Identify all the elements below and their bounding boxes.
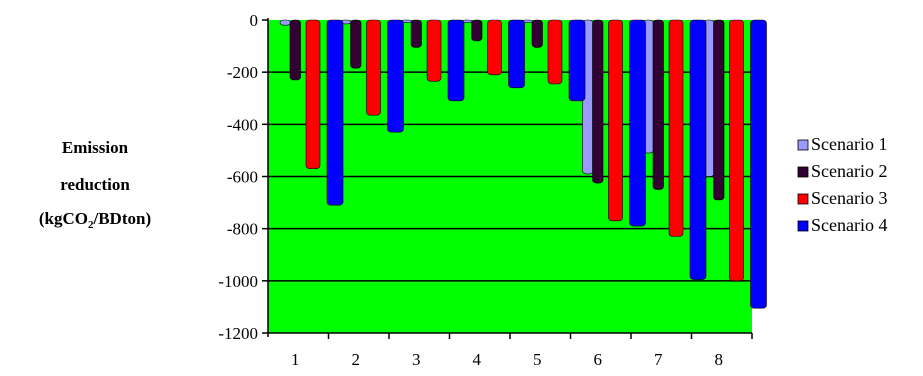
- y-tick-label: -200: [227, 63, 258, 82]
- bar: [629, 19, 646, 227]
- bar: [289, 19, 301, 81]
- bar: [608, 19, 623, 222]
- legend-swatch: [797, 166, 809, 178]
- bar: [426, 19, 442, 82]
- bar: [350, 19, 362, 69]
- bar: [592, 19, 604, 184]
- bar: [387, 19, 404, 133]
- bar: [750, 19, 767, 309]
- legend-label: Scenario 4: [811, 215, 887, 235]
- legend-label: Scenario 1: [811, 134, 887, 154]
- legend-swatch: [797, 193, 809, 205]
- bar: [689, 19, 707, 280]
- bar: [729, 19, 744, 282]
- x-tick-label: 3: [412, 350, 421, 369]
- y-axis-label-sub: 2: [88, 219, 94, 231]
- y-tick-label: -400: [227, 115, 258, 134]
- bar: [366, 19, 381, 116]
- bar: [508, 19, 525, 89]
- y-tick-label: -800: [227, 220, 258, 239]
- bar: [305, 19, 321, 169]
- legend: Scenario 1 Scenario 2 Scenario 3 Scenario 4: [797, 134, 887, 235]
- bar: [471, 19, 483, 42]
- bar: [568, 19, 586, 102]
- bar: [279, 19, 291, 26]
- y-axis-label-line1: Emission: [62, 138, 129, 157]
- x-ticks: 1 2 3 4 5 6 7 8: [291, 333, 753, 369]
- x-tick-label: 4: [473, 350, 482, 369]
- bar: [668, 19, 684, 237]
- bars-group: [279, 19, 767, 309]
- x-tick-label: 5: [533, 350, 542, 369]
- bar: [531, 19, 543, 48]
- y-tick-label: -1200: [218, 324, 258, 343]
- bar: [410, 19, 422, 48]
- y-axis-label-line3: (kgCO2/BDton): [39, 209, 151, 231]
- y-axis-label-line2: reduction: [60, 175, 130, 194]
- bar: [713, 19, 725, 201]
- x-tick-label: 6: [594, 350, 603, 369]
- bar: [652, 19, 664, 190]
- legend-swatch: [797, 139, 809, 151]
- bar: [326, 19, 344, 206]
- y-tick-label: -1000: [218, 272, 258, 291]
- y-tick-label: 0: [250, 11, 259, 30]
- legend-swatch: [797, 220, 809, 232]
- legend-label: Scenario 2: [811, 161, 887, 181]
- x-tick-label: 8: [715, 350, 724, 369]
- legend-label: Scenario 3: [811, 188, 887, 208]
- x-tick-label: 7: [654, 350, 663, 369]
- y-ticks: 0 -200 -400 -600 -800 -1000 -1200: [218, 11, 268, 343]
- y-axis-label-pre: (kgCO: [39, 209, 88, 228]
- y-axis-label-post: /BDton): [93, 209, 152, 228]
- x-tick-label: 2: [352, 350, 361, 369]
- bar: [487, 19, 502, 76]
- bar: [547, 19, 563, 85]
- x-tick-label: 1: [291, 350, 300, 369]
- y-tick-label: -600: [227, 168, 258, 187]
- bar: [447, 19, 465, 102]
